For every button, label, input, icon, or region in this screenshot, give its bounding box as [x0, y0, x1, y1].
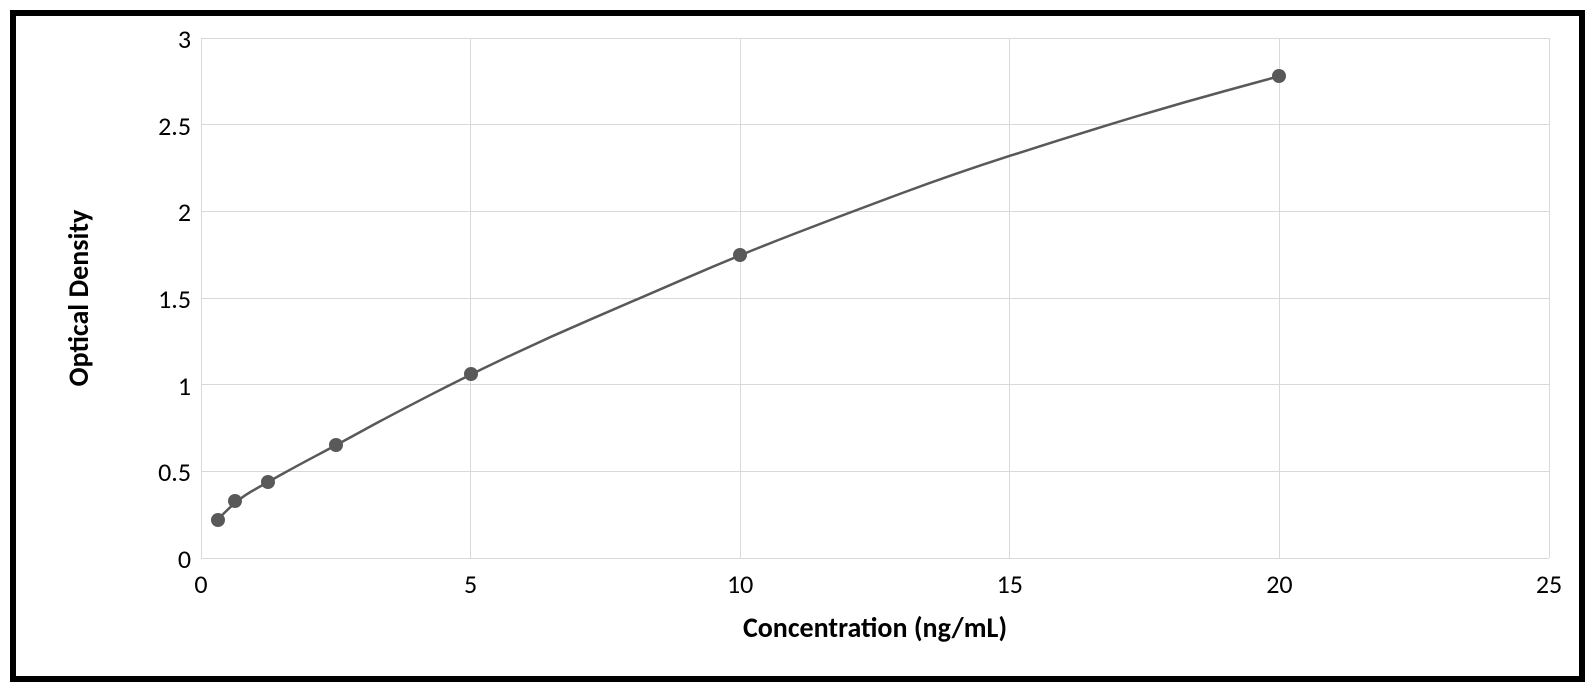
- gridline-horizontal: [201, 298, 1549, 299]
- gridline-horizontal: [201, 384, 1549, 385]
- gridline-horizontal: [201, 558, 1549, 559]
- y-axis-title: Optical Density: [61, 38, 96, 558]
- y-tick-label: 0.5: [121, 456, 191, 488]
- x-tick-label: 5: [441, 568, 501, 600]
- x-axis-title: Concentration (ng/mL): [201, 610, 1549, 645]
- x-tick-label: 10: [710, 568, 770, 600]
- gridline-vertical: [470, 38, 471, 558]
- y-tick-label: 2: [121, 196, 191, 228]
- gridline-horizontal: [201, 471, 1549, 472]
- y-tick-label: 1: [121, 370, 191, 402]
- data-marker: [228, 494, 242, 508]
- gridline-horizontal: [201, 124, 1549, 125]
- data-marker: [733, 248, 747, 262]
- gridline-horizontal: [201, 38, 1549, 39]
- data-marker: [329, 438, 343, 452]
- gridline-vertical: [740, 38, 741, 558]
- y-tick-label: 3: [121, 23, 191, 55]
- plot-area: [201, 38, 1549, 558]
- y-tick-label: 1.5: [121, 283, 191, 315]
- data-marker: [211, 513, 225, 527]
- y-tick-label: 2.5: [121, 110, 191, 142]
- gridline-vertical: [1549, 38, 1550, 558]
- x-tick-label: 0: [171, 568, 231, 600]
- gridline-vertical: [201, 38, 202, 558]
- data-marker: [261, 475, 275, 489]
- gridline-horizontal: [201, 211, 1549, 212]
- x-tick-label: 20: [1249, 568, 1309, 600]
- gridline-vertical: [1279, 38, 1280, 558]
- gridline-vertical: [1009, 38, 1010, 558]
- data-marker: [464, 367, 478, 381]
- x-tick-label: 15: [980, 568, 1040, 600]
- chart-frame: Optical Density Concentration (ng/mL) 0 0…: [10, 10, 1585, 682]
- x-tick-label: 25: [1519, 568, 1579, 600]
- data-marker: [1272, 69, 1286, 83]
